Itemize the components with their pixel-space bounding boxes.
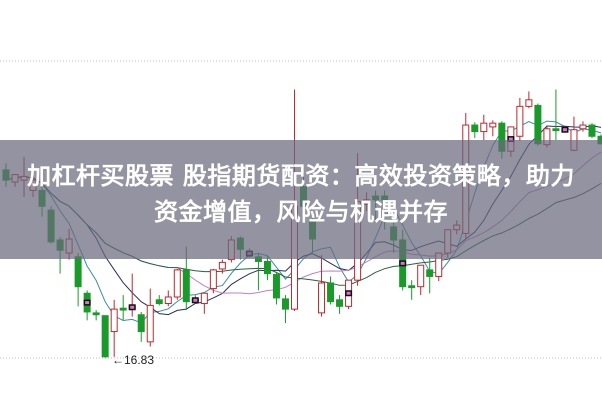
candle-body: [318, 282, 326, 314]
candle: [417, 264, 425, 296]
candle-body: [471, 124, 479, 133]
candle-body: [281, 298, 289, 310]
candle-body: [92, 312, 100, 316]
candle-body: [417, 264, 425, 288]
candle: [74, 253, 82, 307]
signal-marker-dot: [85, 301, 90, 305]
candle-body: [272, 274, 280, 299]
candle: [471, 122, 479, 139]
candle-body: [119, 307, 127, 311]
candle-body: [182, 269, 190, 303]
signal-marker-dot: [193, 298, 198, 302]
candle: [164, 290, 172, 307]
candle-body: [263, 260, 271, 275]
candle: [119, 295, 127, 321]
article-title: 加杠杆买股票 股指期货配资：高效投资策略，助力资金增值，风险与机遇并存: [0, 158, 602, 230]
candle-body: [480, 122, 488, 133]
signal-marker-dot: [562, 128, 567, 132]
candle: [101, 315, 109, 358]
candle-body: [489, 122, 497, 128]
candle-body: [525, 99, 533, 107]
candle: [489, 120, 497, 137]
candle-body: [516, 105, 524, 137]
candle: [83, 290, 91, 321]
candle: [200, 292, 208, 314]
candle-body: [534, 104, 542, 145]
candle-body: [164, 296, 172, 305]
candle-body: [408, 285, 416, 289]
candle: [191, 295, 199, 304]
title-banner: [0, 140, 602, 259]
candle-body: [146, 304, 154, 343]
arrow-left-icon: ←: [112, 353, 124, 367]
candle: [336, 295, 344, 314]
candle-body: [579, 124, 587, 130]
signal-marker-dot: [400, 261, 405, 265]
title-text: 加杠杆买股票 股指期货配资：高效投资策略，助力资金增值，风险与机遇并存: [27, 162, 575, 226]
candle: [272, 271, 280, 305]
candle-body: [74, 256, 82, 288]
candle: [146, 288, 154, 347]
candle: [110, 299, 118, 357]
candle-body: [588, 124, 596, 137]
candle-body: [155, 299, 163, 305]
candle: [209, 268, 217, 294]
candle: [579, 121, 587, 132]
candle: [552, 89, 560, 140]
candle-body: [173, 269, 181, 298]
candle: [561, 126, 569, 133]
candle: [327, 276, 335, 305]
candle: [173, 268, 181, 300]
candle-body: [101, 315, 109, 358]
candle-body: [209, 269, 217, 290]
low-price-annotation: ←16.83: [112, 353, 154, 367]
candle: [92, 310, 100, 321]
candle: [218, 259, 226, 274]
candle: [516, 97, 524, 141]
candle: [426, 257, 434, 294]
candle: [408, 280, 416, 300]
candle: [263, 255, 271, 281]
candle: [281, 295, 289, 324]
candle-body: [336, 299, 344, 307]
candle: [525, 91, 533, 109]
candle: [480, 114, 488, 140]
candle: [318, 254, 326, 317]
candle-body: [552, 128, 560, 132]
candle-body: [137, 314, 145, 333]
candle-body: [200, 292, 208, 305]
candle: [137, 311, 145, 342]
candle: [588, 123, 596, 139]
candle-body: [327, 282, 335, 303]
signal-marker-dot: [508, 137, 513, 141]
candle: [155, 295, 163, 306]
candle-body: [426, 269, 434, 277]
low-price-value: 16.83: [124, 353, 155, 367]
signal-marker-dot: [130, 305, 135, 309]
signal-marker-dot: [346, 291, 351, 295]
candle-body: [110, 308, 118, 333]
candle: [345, 279, 353, 310]
candle: [128, 273, 136, 317]
candle-body: [218, 261, 226, 270]
